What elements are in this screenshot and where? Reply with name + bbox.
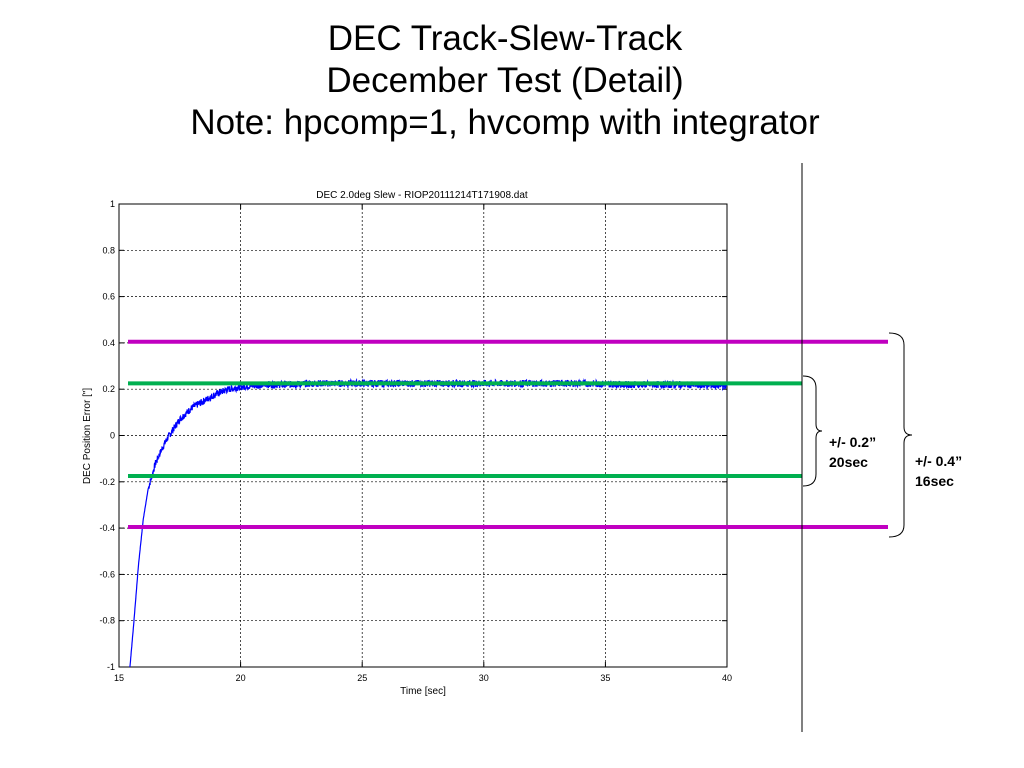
y-tick-label: 0.6 bbox=[102, 292, 115, 302]
slide-title-line3: Note: hpcomp=1, hvcomp with integrator bbox=[190, 103, 820, 142]
bracket-large bbox=[888, 332, 913, 538]
y-tick-label: -1 bbox=[107, 662, 115, 672]
grid bbox=[119, 204, 727, 667]
annotation-large-line1: +/- 0.4” bbox=[915, 453, 962, 469]
annotation-small-line2: 20sec bbox=[829, 454, 868, 470]
x-tick-label: 30 bbox=[479, 673, 489, 683]
x-tick-label: 35 bbox=[600, 673, 610, 683]
y-tick-label: 0.8 bbox=[102, 245, 115, 255]
bracket-small bbox=[802, 375, 823, 487]
y-axis-label: DEC Position Error ["] bbox=[82, 388, 93, 485]
x-tick-label: 40 bbox=[722, 673, 732, 683]
chart-title: DEC 2.0deg Slew - RIOP20111214T171908.da… bbox=[316, 190, 528, 201]
x-axis-label: Time [sec] bbox=[400, 686, 446, 697]
slide-title: DEC Track-Slew-Track December Test (Deta… bbox=[0, 18, 1010, 144]
series-line bbox=[129, 377, 728, 668]
series-group bbox=[129, 377, 728, 668]
y-tick-label: -0.2 bbox=[99, 477, 115, 487]
annotation-small-line1: +/- 0.2” bbox=[829, 434, 876, 450]
y-axis-ticks: -1 -0.8 -0.6 -0.4 -0.2 0 0.2 0.4 0.6 0.8 1 bbox=[99, 199, 727, 672]
y-tick-label: 0.2 bbox=[102, 384, 115, 394]
annotation-large-line2: 16sec bbox=[915, 473, 954, 489]
reference-lines bbox=[128, 339, 888, 529]
y-tick-label: 0.4 bbox=[102, 338, 115, 348]
y-tick-label: 0 bbox=[110, 431, 115, 441]
slide-title-line1: DEC Track-Slew-Track bbox=[327, 19, 683, 58]
x-tick-label: 25 bbox=[357, 673, 367, 683]
y-tick-label: -0.8 bbox=[99, 616, 115, 626]
y-tick-label: -0.6 bbox=[99, 569, 115, 579]
y-tick-label: -0.4 bbox=[99, 523, 115, 533]
slide-title-line2: December Test (Detail) bbox=[326, 61, 684, 100]
x-tick-label: 15 bbox=[114, 673, 124, 683]
x-tick-label: 20 bbox=[236, 673, 246, 683]
x-axis-ticks: 15 20 25 30 35 40 bbox=[114, 204, 732, 683]
y-tick-label: 1 bbox=[110, 199, 115, 209]
